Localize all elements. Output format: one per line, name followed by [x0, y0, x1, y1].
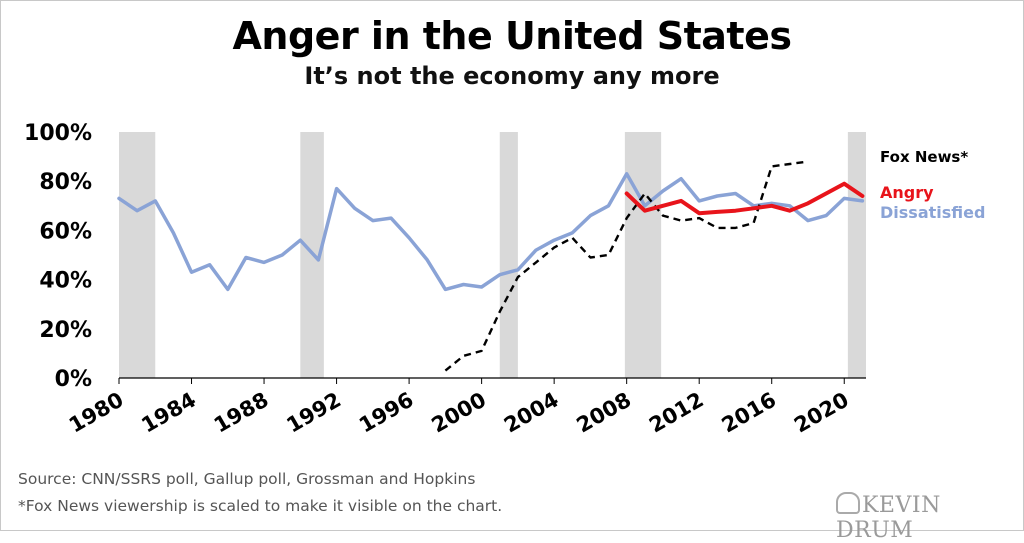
series-line-angry — [624, 181, 865, 216]
x-tick-label: 1980 — [65, 388, 128, 438]
cat-icon — [836, 492, 860, 514]
recession-band-0 — [119, 132, 156, 378]
x-tick-label: 1988 — [210, 388, 273, 438]
y-tick-label: 0% — [55, 367, 92, 392]
legend-label-angry: Angry — [880, 183, 934, 202]
line-chart: 0%20%40%60%80%100%1980 1984 1988 1992 1996 20… — [24, 121, 985, 438]
chart-title: Anger in the United States — [232, 14, 792, 58]
y-tick-label: 60% — [39, 219, 92, 244]
x-tick-label: 2020 — [790, 388, 853, 438]
y-tick-label: 20% — [39, 318, 92, 343]
x-tick-label: 2012 — [645, 388, 708, 438]
logo: KEVIN DRUM — [836, 492, 1024, 543]
x-tick-label: 2000 — [427, 388, 490, 438]
x-tick-label: 2004 — [500, 388, 563, 438]
x-tick-label: 1996 — [355, 388, 418, 438]
source-note: Source: CNN/SSRS poll, Gallup poll, Gros… — [18, 470, 476, 488]
y-tick-label: 40% — [39, 269, 92, 294]
footnote: *Fox News viewership is scaled to make i… — [18, 497, 503, 515]
x-tick-label: 2008 — [573, 388, 636, 438]
chart-subtitle: It’s not the economy any more — [304, 62, 720, 90]
series-line-foxnews — [444, 160, 809, 372]
legend-label-dissatisfied: Dissatisfied — [880, 203, 985, 222]
recession-band-2 — [499, 132, 518, 378]
legend-label-foxnews: Fox News* — [880, 148, 968, 166]
x-tick-label: 1984 — [137, 388, 200, 438]
y-tick-label: 80% — [39, 170, 92, 195]
x-tick-label: 2016 — [718, 388, 781, 438]
recession-band-4 — [847, 132, 866, 378]
series-line-dissatisfied — [117, 172, 865, 292]
y-tick-label: 100% — [24, 121, 92, 146]
x-tick-label: 1992 — [282, 388, 345, 438]
recession-band-3 — [624, 132, 662, 378]
